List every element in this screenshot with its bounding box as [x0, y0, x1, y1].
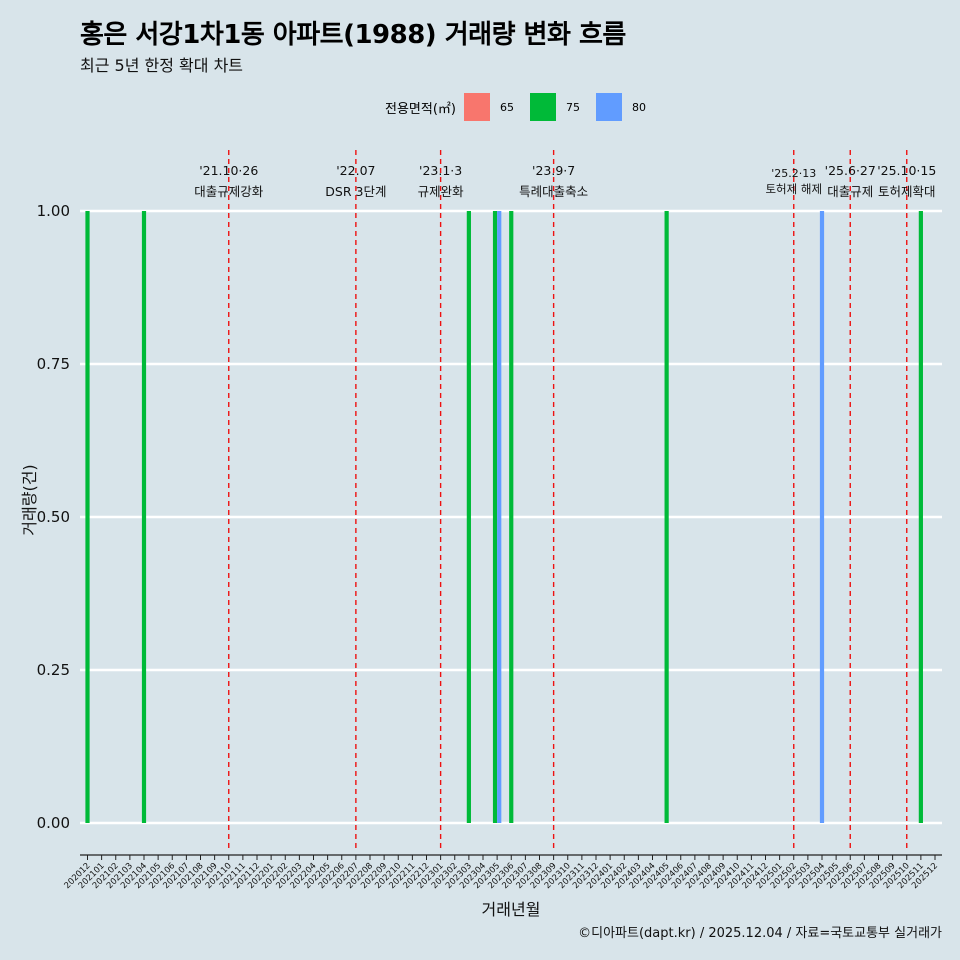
y-tick-label: 0.50 — [37, 508, 70, 526]
event-label-202110: 대출규제강화 — [194, 184, 264, 199]
bar-80-202504 — [819, 211, 825, 823]
event-label-202207: DSR 3단계 — [325, 184, 386, 199]
event-label-202301: 규제완화 — [418, 184, 465, 199]
y-tick-label: 0.75 — [37, 355, 70, 373]
bar-80-202305 — [497, 211, 502, 823]
legend-swatch-80 — [595, 93, 622, 121]
y-tick-label: 0.25 — [37, 661, 70, 679]
legend-item-65: 65 — [463, 93, 524, 121]
event-date-202506: '25.6·27 — [825, 163, 876, 178]
bar-75-202511 — [918, 211, 923, 823]
legend-swatch-75 — [529, 93, 556, 121]
legend-item-80: 80 — [595, 93, 656, 121]
legend-label-80: 80 — [631, 100, 646, 114]
legend: 전용면적(㎡) 65 75 80 — [385, 92, 662, 122]
chart-title: 홍은 서강1차1동 아파트(1988) 거래량 변화 흐름 — [80, 20, 626, 50]
event-date-202110: '21.10·26 — [199, 163, 258, 178]
event-date-202309: '23.9·7 — [532, 163, 575, 178]
event-label-202309: 특례대출축소 — [519, 184, 588, 199]
legend-label-75: 75 — [565, 100, 580, 114]
bar-75-202305 — [492, 211, 498, 823]
y-tick-label: 0.00 — [37, 814, 70, 832]
event-label-202502: 토허제 해제 — [765, 182, 822, 196]
event-date-202510: '25.10·15 — [877, 163, 936, 178]
bar-75-202104 — [141, 211, 147, 823]
bar-75-202405 — [664, 211, 669, 823]
chart-subtitle: 최근 5년 한정 확대 차트 — [80, 56, 244, 75]
event-date-202502: '25.2·13 — [771, 167, 816, 180]
event-date-202301: '23.1·3 — [419, 163, 462, 178]
legend-title: 전용면적(㎡) — [385, 101, 456, 117]
y-tick-label: 1.00 — [37, 202, 70, 220]
source-caption: ©디아파트(dapt.kr) / 2025.12.04 / 자료=국토교통부 실… — [578, 926, 942, 941]
x-axis-label: 거래년월 — [481, 900, 541, 919]
y-axis-label: 거래량(건) — [20, 464, 39, 536]
legend-swatch-65 — [463, 93, 490, 121]
bar-75-202303 — [466, 211, 471, 823]
event-label-202506: 대출규제 — [827, 184, 873, 199]
bar-75-202012 — [85, 211, 90, 823]
event-label-202510: 토허제확대 — [878, 184, 936, 199]
legend-item-75: 75 — [529, 93, 590, 121]
bar-75-202306 — [509, 211, 514, 823]
event-date-202207: '22.07 — [336, 163, 375, 178]
legend-label-65: 65 — [499, 100, 514, 114]
